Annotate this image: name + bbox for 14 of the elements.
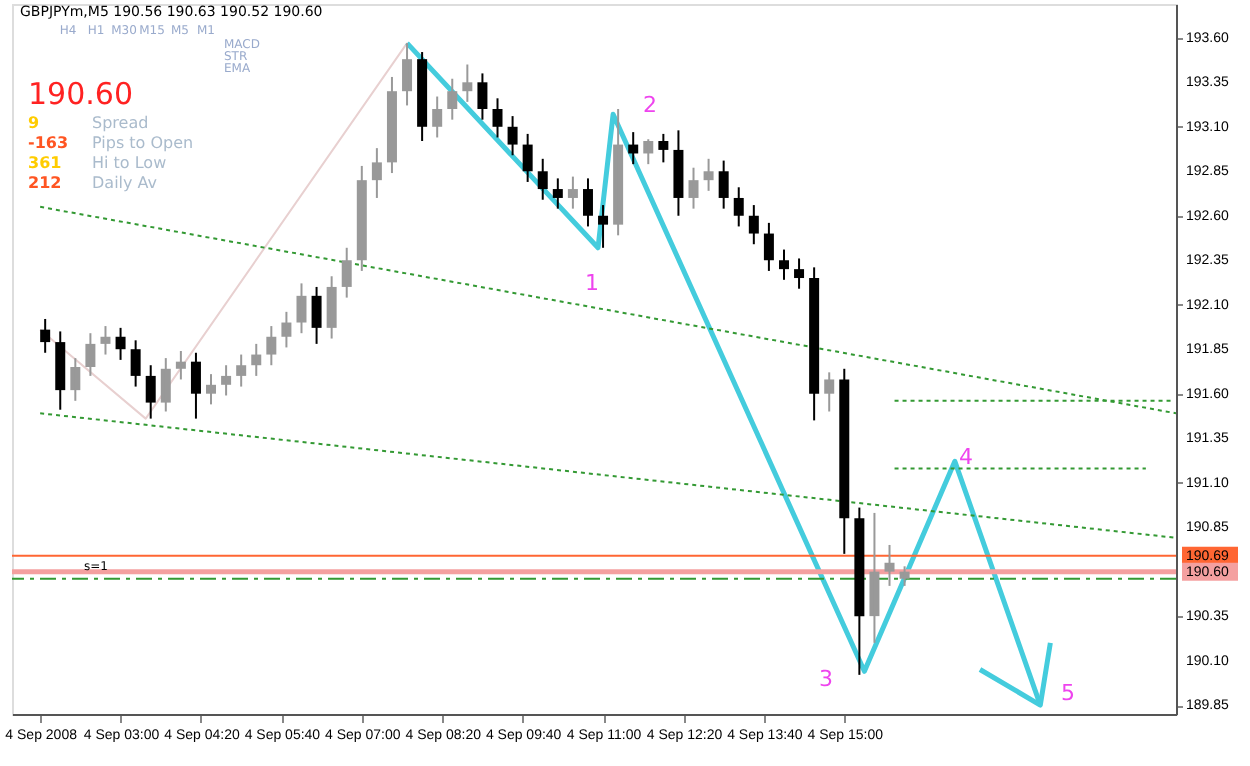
annotation: 212 <box>28 174 62 192</box>
annotation: 9 <box>28 114 40 132</box>
annotation: Daily Av <box>92 174 158 192</box>
annotation: 2 <box>643 92 657 118</box>
annotation: 3 <box>819 666 833 692</box>
annotation: 5 <box>1061 680 1075 706</box>
annotation: 361 <box>28 154 63 172</box>
annotation: 190.60 <box>28 76 133 112</box>
annotation: Pips to Open <box>92 134 194 152</box>
annotation: 1 <box>585 270 599 296</box>
annotation: 4 <box>959 444 973 470</box>
annotation: Spread <box>92 114 149 132</box>
annotation: Hi to Low <box>92 154 168 172</box>
annotation: -163 <box>28 134 69 152</box>
